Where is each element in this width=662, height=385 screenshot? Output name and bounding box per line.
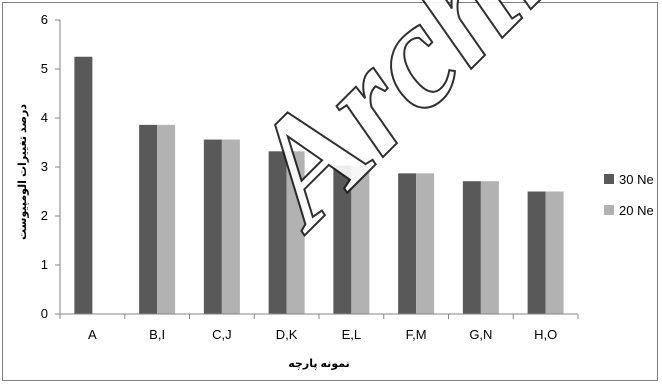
legend-label: 20 Ne: [619, 203, 654, 218]
y-tick-label: 2: [41, 208, 48, 223]
legend-swatch: [604, 205, 614, 215]
x-tick-label: D,K: [276, 327, 298, 342]
x-axis-title: نمونه پارچه: [288, 358, 349, 370]
bar-s1-3: [268, 151, 287, 314]
bar-s2-4: [351, 165, 370, 314]
y-tick-label: 4: [41, 110, 48, 125]
bar-s2-3: [286, 151, 305, 314]
bar-s1-0: [74, 56, 93, 314]
bar-s1-1: [139, 124, 158, 314]
bar-s1-6: [462, 181, 481, 314]
bar-s2-2: [221, 139, 240, 314]
bar-s2-6: [480, 181, 499, 314]
y-tick-label: 6: [41, 12, 48, 27]
bar-s1-5: [398, 173, 417, 314]
x-tick-label: F,M: [406, 327, 427, 342]
y-ticks-group: 0 1 2 3 4 5 6: [41, 12, 60, 321]
x-tick-label: E,L: [342, 327, 362, 342]
bar-s2-5: [416, 173, 435, 314]
x-tick-label: G,N: [469, 327, 492, 342]
legend: 30 Ne 20 Ne: [604, 172, 654, 218]
y-tick-label: 0: [41, 306, 48, 321]
x-tick-label: A: [88, 327, 97, 342]
x-ticks-group: A B,I C,J D,K E,L F,M G,N H,O: [59, 314, 579, 342]
bar-s1-4: [333, 165, 352, 314]
x-tick-label: B,I: [149, 327, 165, 342]
y-axis-title: درصد تغییرات الومپیوست: [17, 104, 29, 240]
bar-s2-7: [545, 191, 564, 314]
legend-swatch: [604, 174, 614, 184]
legend-label: 30 Ne: [619, 172, 654, 187]
bar-s1-2: [203, 139, 222, 314]
bar-s2-1: [157, 124, 176, 314]
x-tick-label: H,O: [534, 327, 557, 342]
y-tick-label: 5: [41, 61, 48, 76]
bars-group: [74, 56, 564, 314]
y-tick-label: 3: [41, 159, 48, 174]
y-tick-label: 1: [41, 257, 48, 272]
x-tick-label: C,J: [212, 327, 232, 342]
bar-s1-7: [527, 191, 546, 314]
